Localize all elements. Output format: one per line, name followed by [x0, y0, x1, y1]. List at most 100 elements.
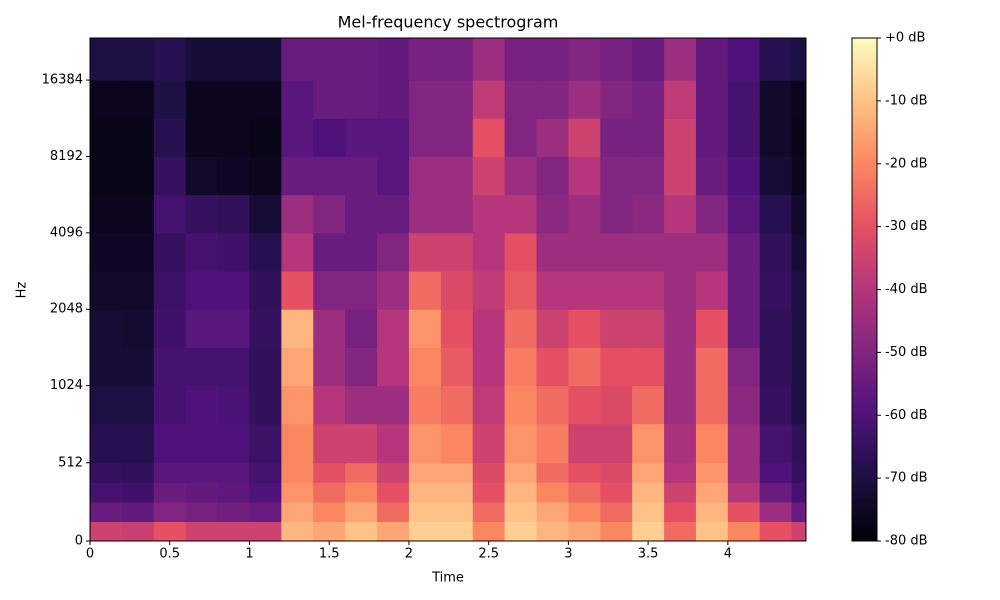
heatmap-cell: [504, 347, 538, 387]
heatmap-cell: [600, 118, 633, 157]
heatmap-cell: [791, 156, 807, 196]
heatmap-cell: [536, 501, 569, 522]
heatmap-cell: [217, 271, 250, 310]
heatmap-cell: [759, 521, 793, 542]
heatmap-cell: [249, 156, 282, 196]
heatmap-cell: [185, 385, 219, 425]
heatmap-cell: [695, 80, 729, 119]
heatmap-cell: [153, 309, 187, 348]
heatmap-cell: [632, 118, 665, 157]
heatmap-cell: [121, 194, 155, 234]
heatmap-cell: [217, 521, 250, 542]
heatmap-cell: [153, 80, 187, 119]
heatmap-cell: [408, 156, 442, 196]
heatmap-cell: [664, 482, 697, 503]
heatmap-cell: [791, 482, 807, 503]
heatmap-cell: [90, 423, 123, 464]
y-tick-label: 0: [75, 534, 83, 549]
heatmap-cell: [791, 521, 807, 542]
heatmap-cell: [504, 232, 538, 272]
heatmap-cell: [90, 80, 123, 119]
heatmap-cell: [121, 38, 155, 81]
heatmap-cell: [695, 271, 729, 310]
heatmap-cell: [281, 482, 314, 503]
heatmap-cell: [568, 156, 601, 196]
heatmap-cell: [90, 194, 123, 234]
heatmap-cell: [664, 232, 697, 272]
heatmap-cell: [408, 385, 442, 425]
heatmap-cell: [217, 80, 250, 119]
heatmap-cell: [121, 462, 155, 483]
heatmap-cell: [281, 501, 314, 522]
heatmap-cell: [600, 38, 633, 81]
heatmap-cell: [600, 501, 633, 522]
heatmap-cell: [664, 347, 697, 387]
heatmap-cell: [727, 271, 761, 310]
heatmap-cell: [377, 462, 410, 483]
heatmap-cell: [632, 38, 665, 81]
heatmap-cell: [440, 271, 474, 310]
heatmap-cell: [121, 347, 155, 387]
heatmap-cell: [345, 482, 378, 503]
heatmap-cell: [472, 156, 506, 196]
heatmap-cell: [504, 423, 538, 464]
heatmap-cell: [632, 385, 665, 425]
x-tick-label: 1: [245, 547, 253, 562]
x-tick-label: 2.5: [478, 547, 499, 562]
heatmap-cell: [440, 521, 474, 542]
heatmap-cell: [727, 501, 761, 522]
x-tick-label: 2: [405, 547, 413, 562]
heatmap-cell: [568, 80, 601, 119]
heatmap-cell: [695, 385, 729, 425]
heatmap-cell: [90, 501, 123, 522]
heatmap-cell: [568, 309, 601, 348]
colorbar-tick-label: -40 dB: [885, 282, 928, 297]
heatmap-cell: [536, 118, 569, 157]
heatmap-cell: [121, 80, 155, 119]
heatmap-cell: [281, 347, 314, 387]
heatmap-cell: [664, 271, 697, 310]
heatmap-cell: [791, 501, 807, 522]
heatmap-cell: [345, 423, 378, 464]
heatmap-cell: [281, 118, 314, 157]
heatmap-cell: [727, 423, 761, 464]
heatmap-cell: [440, 118, 474, 157]
heatmap-cell: [121, 482, 155, 503]
heatmap-cell: [632, 462, 665, 483]
heatmap-cell: [408, 462, 442, 483]
heatmap-cell: [217, 194, 250, 234]
heatmap-cell: [217, 347, 250, 387]
heatmap-cell: [345, 194, 378, 234]
heatmap-cell: [249, 501, 282, 522]
heatmap-cell: [313, 309, 346, 348]
heatmap-cell: [377, 309, 410, 348]
heatmap-cell: [440, 423, 474, 464]
heatmap-cell: [536, 462, 569, 483]
heatmap-cell: [153, 521, 187, 542]
heatmap-cell: [632, 80, 665, 119]
heatmap-cell: [281, 423, 314, 464]
heatmap-cell: [440, 501, 474, 522]
heatmap-cell: [281, 462, 314, 483]
heatmap-cell: [408, 482, 442, 503]
heatmap-cell: [727, 309, 761, 348]
heatmap-cell: [185, 232, 219, 272]
heatmap-cell: [185, 423, 219, 464]
heatmap-cell: [249, 232, 282, 272]
colorbar-tick-label: -10 dB: [885, 93, 928, 108]
heatmap-cell: [249, 347, 282, 387]
heatmap-cell: [536, 385, 569, 425]
heatmap-cell: [281, 80, 314, 119]
heatmap-cell: [440, 38, 474, 81]
heatmap-cell: [536, 423, 569, 464]
heatmap-cell: [249, 521, 282, 542]
heatmap-cell: [632, 501, 665, 522]
heatmap-cell: [121, 521, 155, 542]
heatmap-cell: [440, 482, 474, 503]
heatmap-cell: [568, 501, 601, 522]
heatmap-cell: [313, 232, 346, 272]
heatmap-cell: [408, 501, 442, 522]
heatmap-cell: [632, 271, 665, 310]
heatmap-cell: [121, 232, 155, 272]
heatmap-cell: [408, 347, 442, 387]
